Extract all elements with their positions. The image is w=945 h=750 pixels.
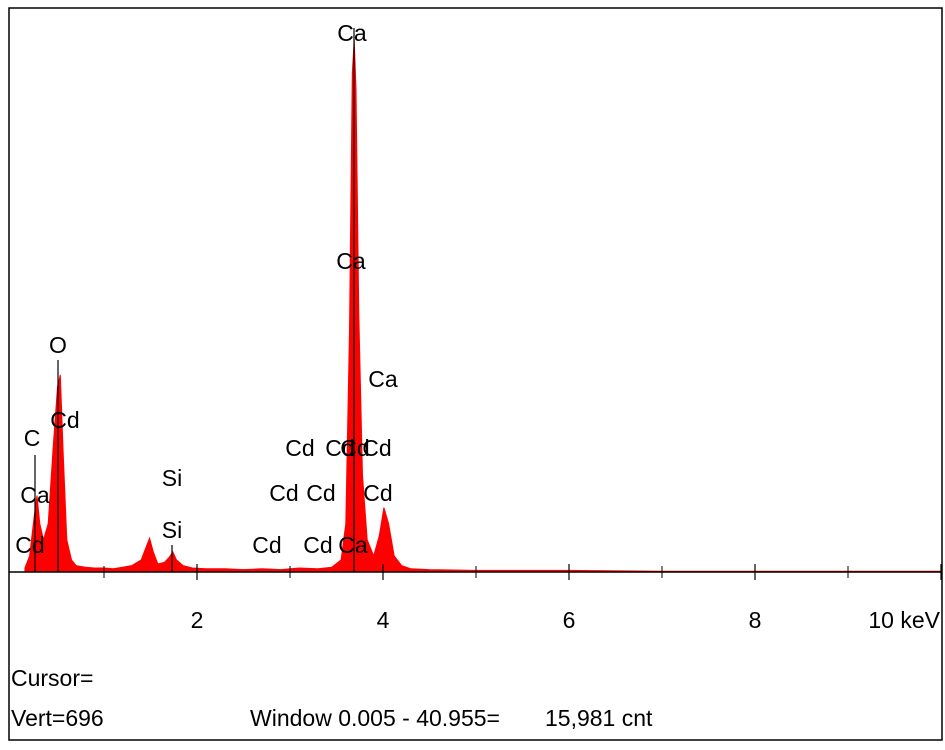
window-readout: Window 0.005 - 40.955= — [250, 705, 500, 731]
peak-label: Si — [162, 517, 182, 543]
peak-label: Cd — [285, 435, 314, 461]
peak-label: O — [49, 332, 67, 358]
spectrum — [24, 40, 942, 573]
frame — [8, 7, 943, 741]
x-tick-label: 4 — [377, 607, 390, 633]
x-tick-label: 6 — [563, 607, 576, 633]
peak-label: Ca — [338, 532, 368, 558]
peak-label: Cd — [306, 480, 335, 506]
peak-label: Cd — [15, 532, 44, 558]
peak-label: Cd — [269, 480, 298, 506]
peak-label: Ca — [337, 20, 367, 46]
peak-label: Si — [162, 465, 182, 491]
peak-label: Cd — [50, 407, 79, 433]
count-readout: 15,981 cnt — [545, 705, 653, 731]
peak-label: C — [24, 425, 41, 451]
x-tick-label: 10 keV — [868, 607, 940, 633]
peak-label: Cd — [325, 435, 354, 461]
vert-readout: Vert=696 — [11, 705, 104, 731]
peak-label: Ca — [336, 248, 366, 274]
x-tick-label: 8 — [749, 607, 762, 633]
peak-label: Cd — [252, 532, 281, 558]
peak-label: Ca — [368, 366, 398, 392]
peak-label: Cd — [340, 435, 369, 461]
x-tick-label: 2 — [191, 607, 204, 633]
peak-label: Cd — [303, 532, 332, 558]
plot-area — [24, 40, 942, 573]
peak-label: Cd — [363, 480, 392, 506]
cursor-readout: Cursor= — [11, 665, 93, 691]
peak-label: Cd — [362, 435, 391, 461]
peak-label: Ca — [20, 482, 50, 508]
